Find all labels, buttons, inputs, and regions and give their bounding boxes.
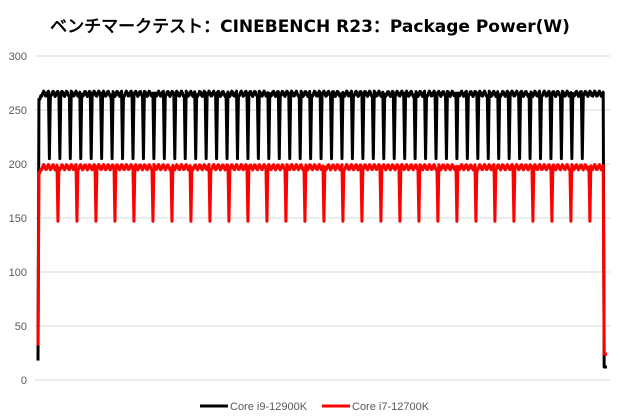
legend: Core i9-12900K Core i7-12700K (200, 401, 430, 413)
series-line-core-i7-12700k (36, 163, 608, 356)
y-tick-label: 250 (9, 105, 27, 117)
y-tick-label: 100 (9, 267, 27, 279)
y-tick-label: 300 (9, 51, 27, 63)
y-axis-ticks: 0 50 100 150 200 250 300 (9, 51, 27, 387)
series-layer (36, 89, 608, 369)
legend-label: Core i7-12700K (352, 401, 430, 413)
y-tick-label: 50 (15, 321, 27, 333)
legend-label: Core i9-12900K (230, 401, 308, 413)
series-line-core-i9-12900k (36, 89, 608, 369)
chart-title: ベンチマークテスト：CINEBENCH R23：Package Power(W) (50, 17, 570, 37)
y-tick-label: 200 (9, 159, 27, 171)
y-tick-label: 150 (9, 213, 27, 225)
y-tick-label: 0 (21, 375, 27, 387)
